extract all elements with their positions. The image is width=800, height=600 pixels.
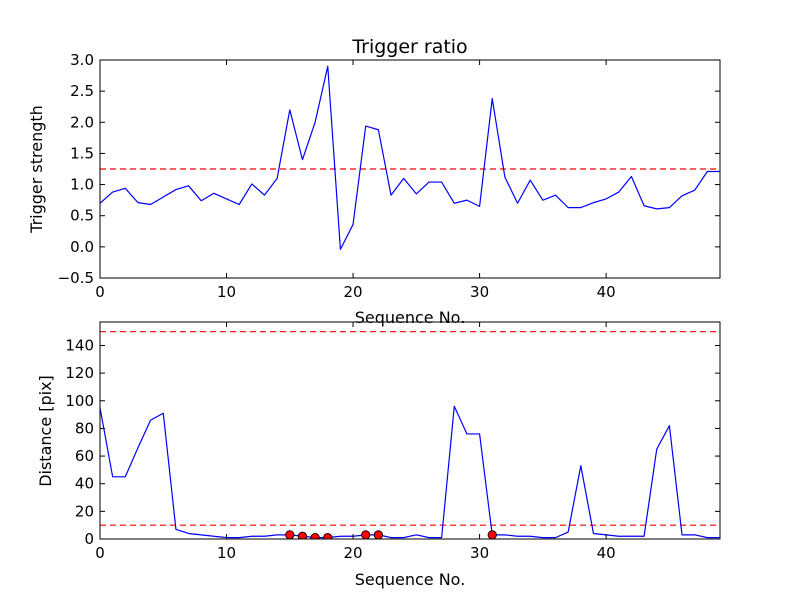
trigger-y-tick-label: −0.5 — [58, 269, 94, 287]
distance-axis-ticks: 0 10 20 30 40 0 20 40 60 80 100 120 140 — [65, 322, 720, 562]
trigger-x-tick-label: 30 — [470, 283, 489, 301]
distance-y-tick-label: 20 — [75, 502, 94, 520]
distance-x-tick-label: 30 — [470, 544, 489, 562]
distance-clipped-marks — [100, 331, 720, 539]
distance-axes-frame — [99, 321, 721, 540]
trigger-y-tick-label: 1.5 — [70, 144, 94, 162]
distance-x-tick-label: 0 — [95, 544, 105, 562]
distance-y-tick-label: 140 — [65, 336, 94, 354]
distance-y-tick-label: 60 — [75, 447, 94, 465]
trigger-y-tick-label: 3.0 — [70, 51, 94, 69]
trigger-plot-area — [100, 65, 720, 250]
trigger-y-tick-label: 0.0 — [70, 238, 94, 256]
trigger-x-tick-label: 40 — [597, 283, 616, 301]
distance-series-line — [100, 405, 720, 539]
distance-x-tick-label: 20 — [344, 544, 363, 562]
distance-marker-point — [487, 530, 497, 539]
trigger-y-tick-label: 2.5 — [70, 82, 94, 100]
distance-marker-point — [361, 530, 371, 539]
trigger-series-line — [100, 65, 720, 250]
distance-y-tick-label: 100 — [65, 392, 94, 410]
distance-marker-point — [297, 531, 308, 539]
trigger-x-tick-label: 0 — [95, 283, 105, 301]
chart-title: Trigger ratio — [351, 36, 467, 58]
distance-y-tick-label: 40 — [75, 475, 94, 493]
trigger-y-tick-label: 1.0 — [70, 176, 94, 194]
distance-y-tick-label: 120 — [65, 364, 94, 382]
trigger-y-axis-label: Trigger strength — [27, 105, 46, 234]
distance-marker-point — [373, 530, 384, 539]
trigger-x-tick-label: 20 — [344, 283, 363, 301]
trigger-x-axis-label: Sequence No. — [355, 308, 466, 327]
trigger-y-tick-label: 0.5 — [70, 207, 94, 225]
distance-plot-area — [100, 331, 720, 539]
distance-marker-point — [285, 530, 295, 539]
distance-marker-point — [310, 532, 320, 539]
distance-panel: 0 10 20 30 40 0 20 40 60 80 100 120 140 Sequence No.… — [36, 321, 721, 589]
distance-x-tick-label: 40 — [597, 544, 616, 562]
distance-marker-point — [323, 532, 333, 539]
trigger-axis-ticks: 0 10 20 30 40 −0.5 0.0 0.5 1.0 1.5 2.0 2.5 3.0 — [58, 51, 720, 301]
trigger-clipped-marks — [100, 65, 720, 250]
distance-y-tick-label: 80 — [75, 419, 94, 437]
trigger-axes-frame — [99, 59, 721, 279]
trigger-x-tick-label: 10 — [217, 283, 236, 301]
trigger-y-tick-label: 2.0 — [70, 113, 94, 131]
distance-x-tick-label: 10 — [217, 544, 236, 562]
distance-x-axis-label: Sequence No. — [355, 570, 466, 589]
distance-y-axis-label: Distance [pix] — [36, 375, 55, 487]
distance-y-tick-label: 0 — [84, 530, 94, 548]
